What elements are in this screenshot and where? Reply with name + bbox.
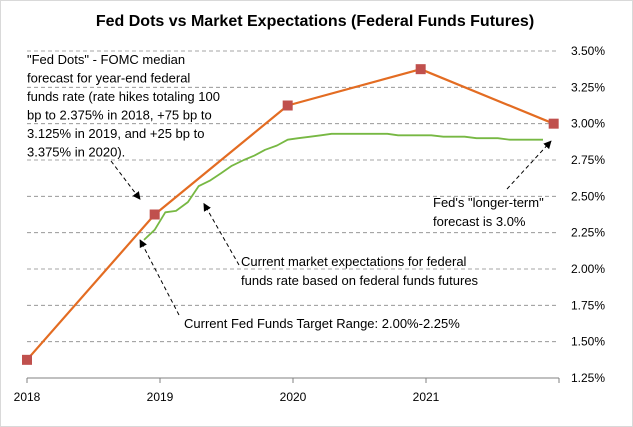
fed-dots-marker [149,209,160,220]
fed-dots-marker [22,354,32,365]
market-note: Current market expectations for federal f… [241,254,479,288]
y-tick-label: 2.50% [571,189,605,203]
market-note-line: Current market expectations for federal [241,254,467,269]
y-tick-label: 1.50% [571,335,605,349]
fed-dots-note-line: "Fed Dots" - FOMC median [27,52,185,67]
y-tick-label: 3.25% [571,80,605,94]
fed-dots-note-line: 3.375% in 2020). [27,145,125,160]
market-expectations-line [143,132,543,241]
fed-dots-marker [282,100,293,111]
market-note-arrow [203,202,240,266]
x-tick-label: 2019 [147,390,174,404]
longer-term-note-line: forecast is 3.0% [433,214,526,229]
target-range-note: Current Fed Funds Target Range: 2.00%-2.… [184,316,460,331]
fed-dots-note-line: forecast for year-end federal [27,71,190,86]
y-tick-label: 1.25% [571,371,605,385]
gridlines [27,50,559,343]
annotations: "Fed Dots" - FOMC median forecast for yea… [27,52,552,331]
y-tick-label: 1.75% [571,298,605,312]
x-tick-label: 2021 [413,390,440,404]
market-note-line: funds rate based on federal funds future… [241,273,479,288]
y-tick-label: 2.25% [571,226,605,240]
fed-dots-note-line: funds rate (rate hikes totaling 100 [27,89,220,104]
plot-area [22,64,559,365]
target-range-note-line: Current Fed Funds Target Range: 2.00%-2.… [184,316,460,331]
fed-dots-note: "Fed Dots" - FOMC median forecast for yea… [27,52,220,160]
fed-dots-note-line: 3.125% in 2019, and +25 bp to [27,126,204,141]
y-tick-label: 3.00% [571,117,605,131]
chart-title: Fed Dots vs Market Expectations (Federal… [96,13,534,30]
y-tick-label: 3.50% [571,44,605,58]
y-tick-label: 2.00% [571,262,605,276]
fed-dots-note-line: bp to 2.375% in 2018, +75 bp to [27,108,212,123]
fed-dots-marker [415,64,426,75]
x-tick-label: 2020 [280,390,307,404]
x-tick-label: 2018 [14,390,41,404]
fed-dots-note-arrow [110,160,141,200]
target-range-note-arrow [139,239,180,316]
y-tick-label: 2.75% [571,153,605,167]
longer-term-note-arrow [506,140,552,190]
fed-dots-marker [548,118,559,129]
longer-term-note-line: Fed's "longer-term" [433,195,544,210]
x-axis: 1.25% 1.50% 1.75% 2.00% 2.25% 2.50% 2.75% 3.00%… [14,44,606,404]
longer-term-note: Fed's "longer-term" forecast is 3.0% [433,195,544,229]
